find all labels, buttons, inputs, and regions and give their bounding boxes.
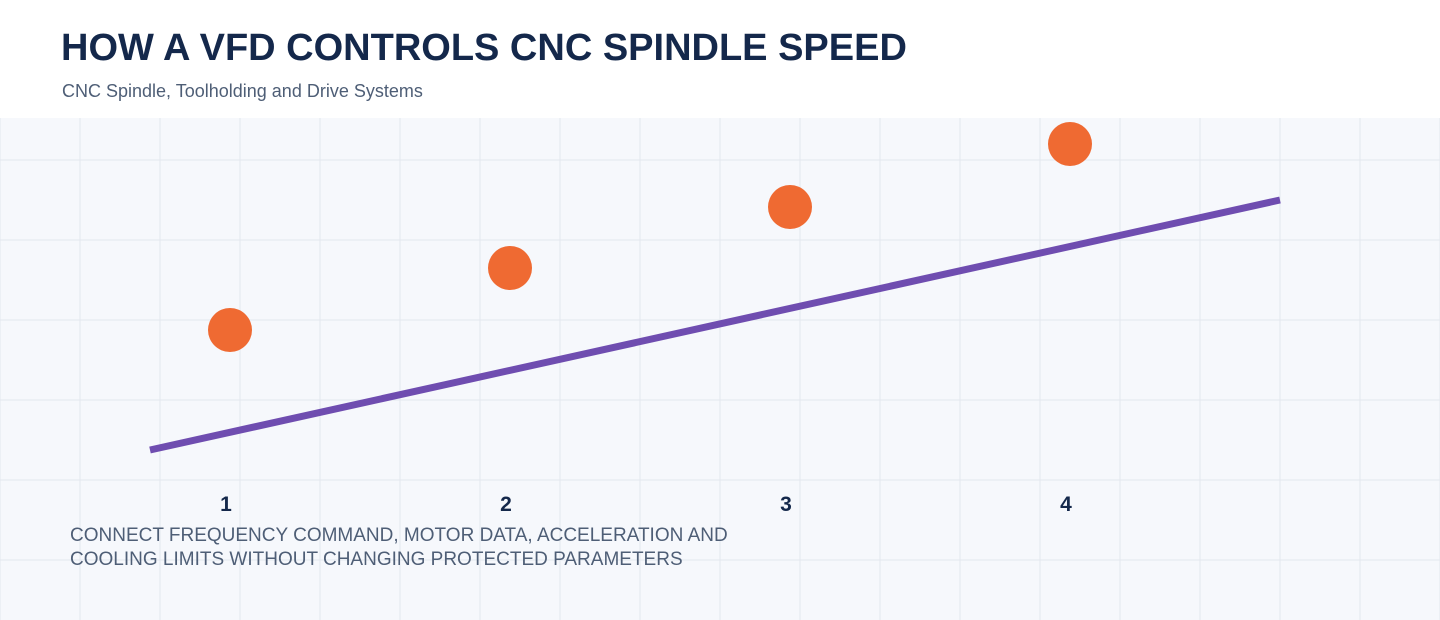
grid-lines: [0, 118, 1440, 620]
step-4-dot: [1048, 122, 1092, 166]
page-header: HOW A VFD CONTROLS CNC SPINDLE SPEED CNC…: [0, 0, 1440, 118]
page-subtitle: CNC Spindle, Toolholding and Drive Syste…: [62, 81, 423, 101]
step-2-dot: [488, 246, 532, 290]
caption-line-1: CONNECT FREQUENCY COMMAND, MOTOR DATA, A…: [70, 525, 728, 546]
step-3-label: 3: [780, 493, 792, 516]
step-1-label: 1: [220, 493, 232, 516]
trend-line: [149, 196, 1281, 454]
caption-line-2: COOLING LIMITS WITHOUT CHANGING PROTECTE…: [70, 549, 683, 570]
step-1-dot: [208, 308, 252, 352]
page-title: HOW A VFD CONTROLS CNC SPINDLE SPEED: [61, 27, 907, 69]
diagram-caption: CONNECT FREQUENCY COMMAND, MOTOR DATA, A…: [70, 524, 790, 572]
step-2-label: 2: [500, 493, 512, 516]
diagram-canvas: 1 2 3 4: [0, 118, 1440, 620]
diagram-svg: 1 2 3 4: [0, 118, 1440, 620]
step-4-label: 4: [1060, 493, 1072, 516]
step-3-dot: [768, 185, 812, 229]
